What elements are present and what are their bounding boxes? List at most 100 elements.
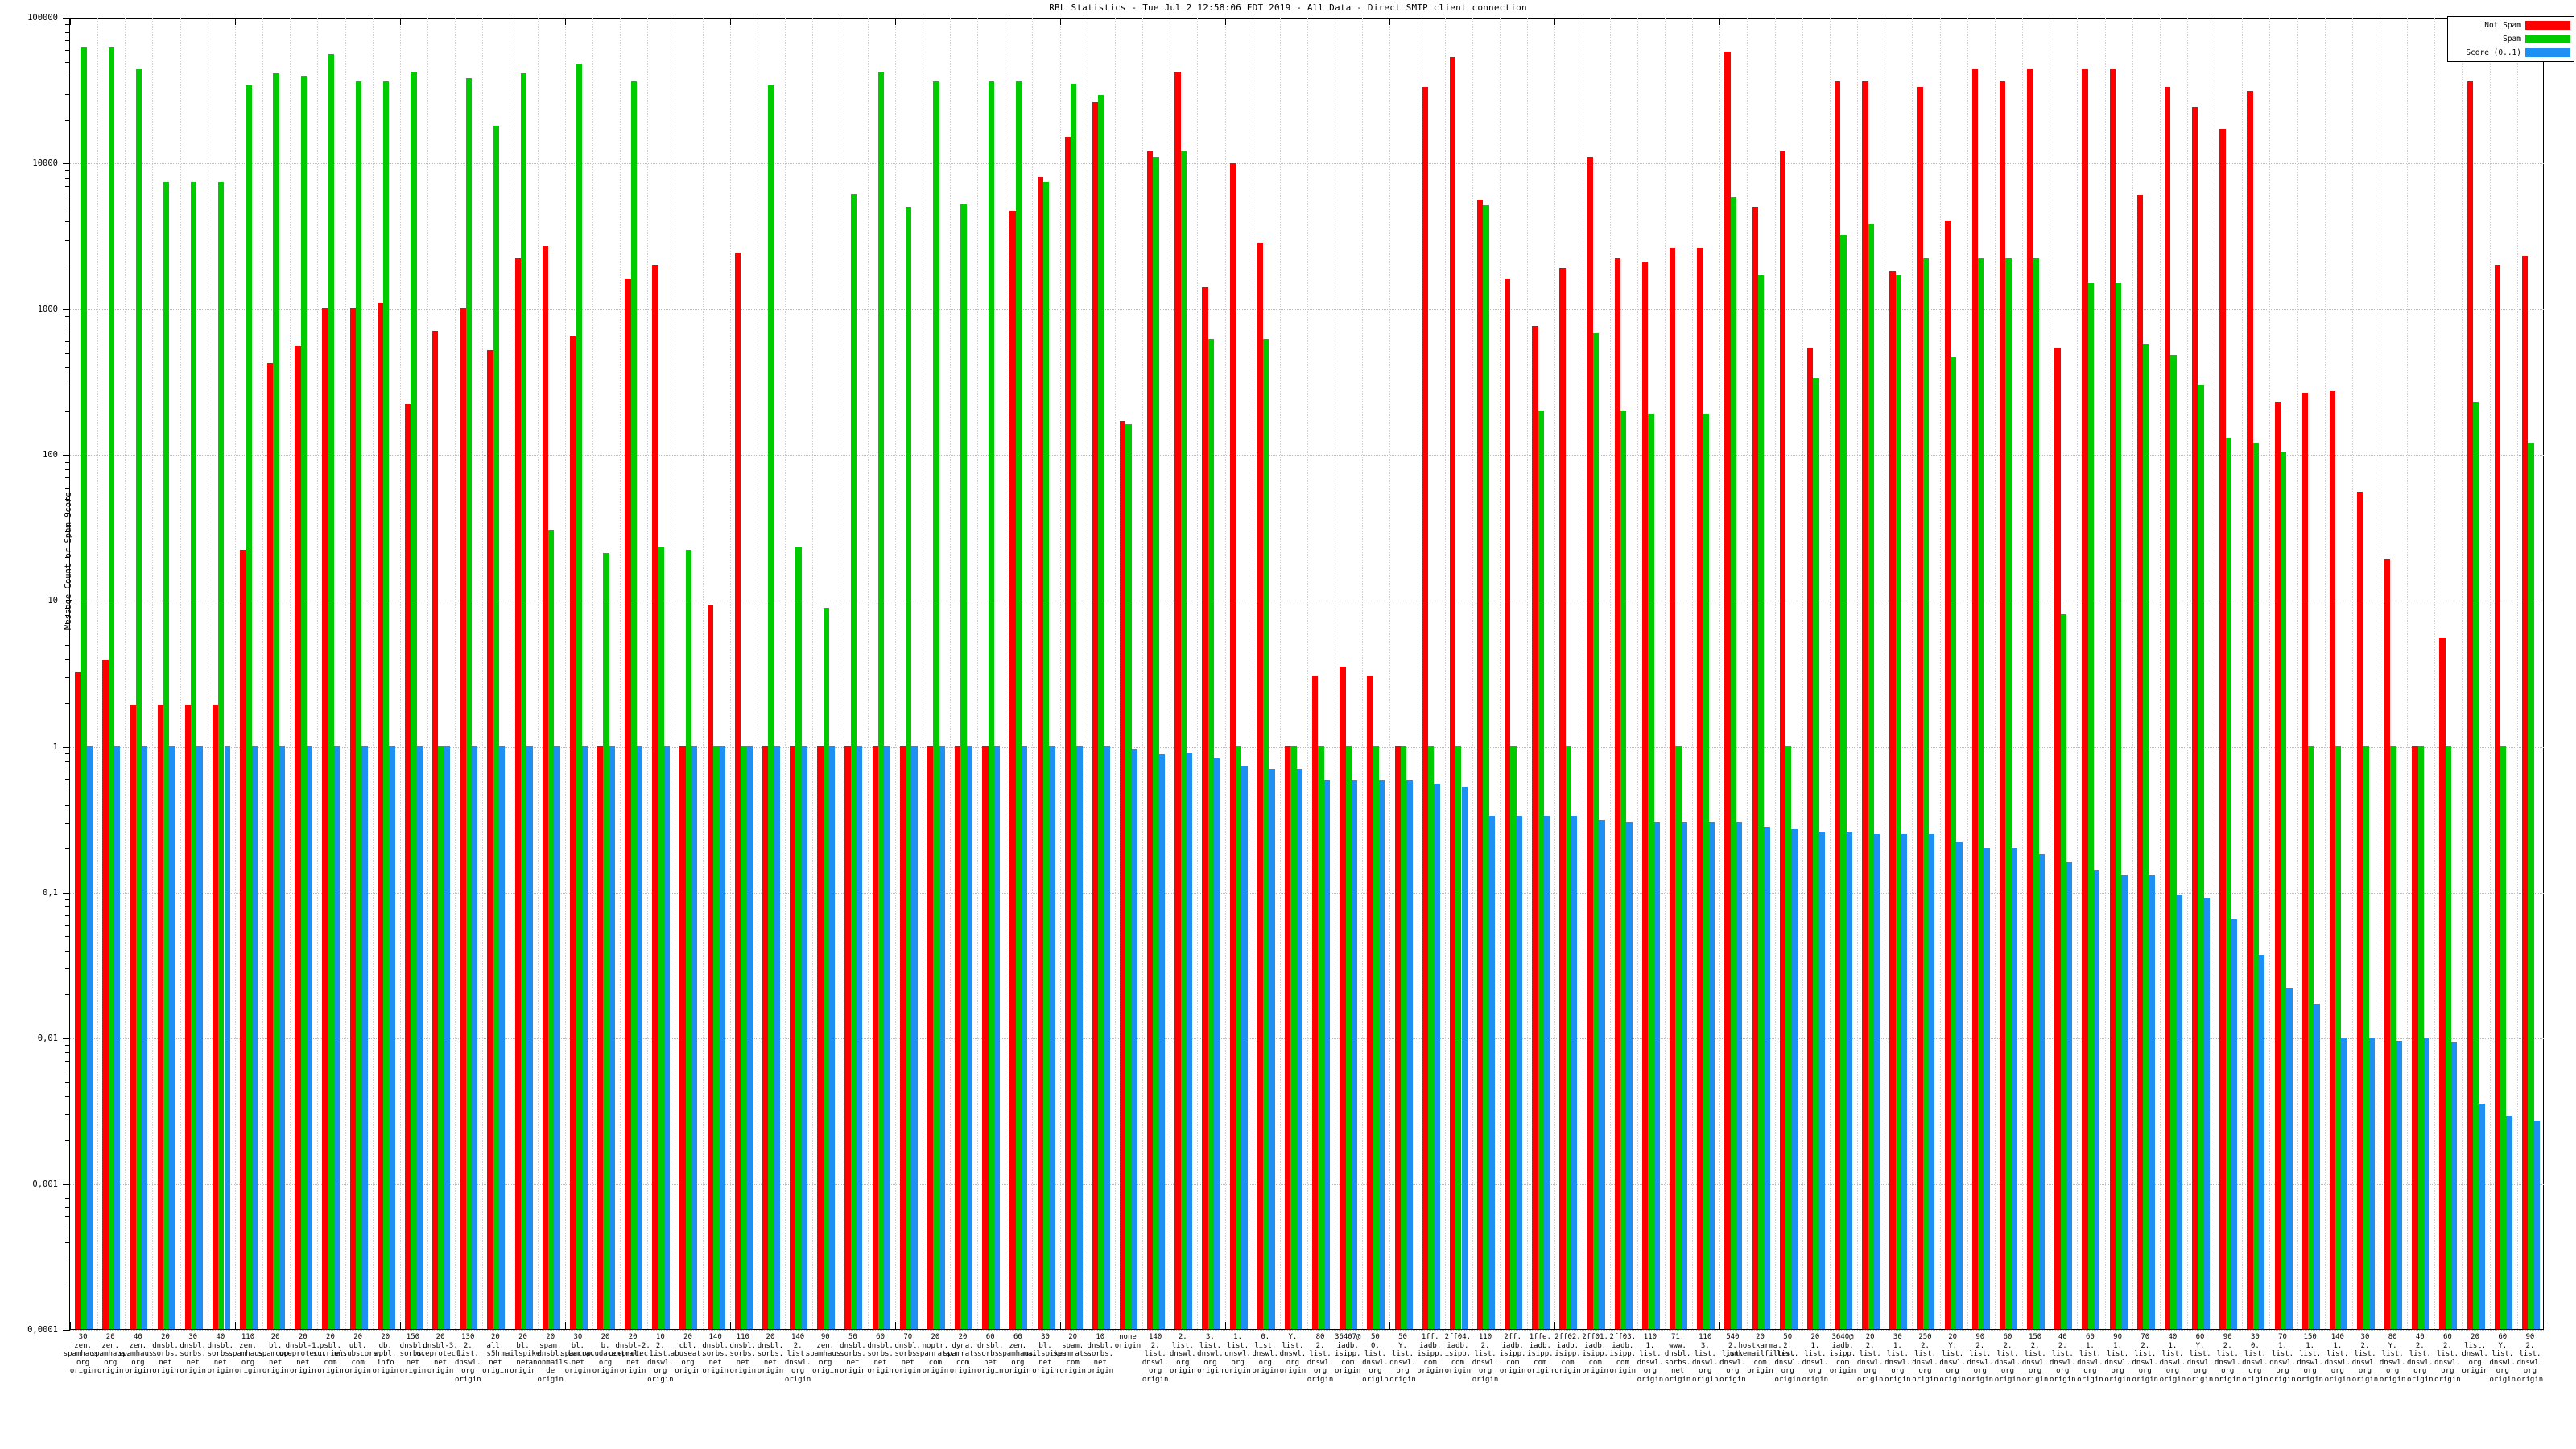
x-axis-tick-label: 20 bl. spamcop. net origin — [258, 1333, 293, 1375]
bar-not-spam — [2109, 68, 2116, 1329]
bar-group — [180, 18, 208, 1329]
bar-group — [1307, 18, 1335, 1329]
bar-not-spam — [2384, 559, 2391, 1329]
bar-score — [2314, 1004, 2320, 1329]
x-axis-tick-label: 110 zen. spamhaus. org origin — [228, 1333, 268, 1375]
bar-spam — [328, 53, 335, 1329]
bar-spam — [1648, 413, 1654, 1329]
bar-score — [939, 745, 945, 1329]
bar-spam — [1015, 81, 1022, 1329]
bar-not-spam — [597, 745, 604, 1329]
x-axis-tick-label: 20 dnsbl. sorbs. net origin — [152, 1333, 179, 1375]
x-axis-tick-label: 20 dnsbl-2. uceprotect. net origin — [609, 1333, 657, 1375]
x-axis-tick-label: 20 1. list. dnswl. org origin — [1802, 1333, 1829, 1384]
bar-group — [1389, 18, 1417, 1329]
x-axis-tick-label: 140 1. list. dnswl. org origin — [2324, 1333, 2351, 1384]
x-axis-tick-label: 140 2. list. dnswl. org origin — [1141, 1333, 1169, 1384]
bar-spam — [2307, 745, 2314, 1329]
plot-area: Message Count or Spam Score — [63, 18, 2545, 1331]
bar-spam — [1757, 275, 1765, 1329]
x-axis-tick-label: 40 1. list. dnswl. org origin — [2159, 1333, 2186, 1384]
x-axis-labels: 30 zen. spamhaus. org origin 20 zen. spamhaus. o… — [64, 1333, 2544, 1449]
x-axis-tick-label: 150 dnsbl. sorbs. net origin — [399, 1333, 427, 1375]
bar-score — [2259, 954, 2265, 1329]
bar-spam — [300, 76, 307, 1329]
bar-spam — [712, 745, 720, 1329]
x-axis-tick-label: 110 2. list. dnswl. org origin — [1472, 1333, 1499, 1384]
x-axis-tick-label: 2ff01. iadb. isipp. com origin — [1582, 1333, 1608, 1375]
bar-group — [703, 18, 730, 1329]
bar-not-spam — [2329, 391, 2336, 1329]
bar-not-spam — [1614, 258, 1621, 1329]
bar-not-spam — [1724, 51, 1731, 1329]
bar-group — [345, 18, 373, 1329]
x-axis-tick-label: 60 dnsbl. sorbs. net origin — [867, 1333, 894, 1375]
bar-score — [196, 745, 203, 1329]
bar-not-spam — [2439, 638, 2446, 1329]
bar-not-spam — [349, 308, 356, 1329]
bar-score — [554, 745, 560, 1329]
bar-not-spam — [2164, 87, 2171, 1329]
bar-spam — [465, 78, 472, 1329]
x-axis-tick-label: 110 3. list. dnswl. org origin — [1691, 1333, 1719, 1384]
bar-not-spam — [1999, 81, 2006, 1329]
bar-not-spam — [955, 745, 961, 1329]
bar-spam — [1565, 745, 1572, 1329]
bar-spam — [2528, 443, 2534, 1329]
bar-group — [1472, 18, 1500, 1329]
bar-score — [389, 745, 395, 1329]
y-axis-tick-label: 100 — [43, 450, 58, 460]
bar-group — [1940, 18, 1967, 1329]
bar-score — [1351, 780, 1358, 1329]
bar-not-spam — [1779, 151, 1786, 1329]
bar-score — [774, 745, 780, 1329]
bar-spam — [2087, 283, 2095, 1329]
bar-spam — [135, 68, 142, 1329]
bar-not-spam — [1559, 267, 1566, 1329]
x-axis-tick-label: 70 1. list. dnswl. org origin — [2269, 1333, 2296, 1384]
bar-not-spam — [75, 672, 81, 1329]
bar-not-spam — [872, 745, 878, 1329]
bar-not-spam — [184, 705, 191, 1329]
x-axis-tick-label: 3. list. dnswl. org origin — [1197, 1333, 1224, 1375]
bar-group — [840, 18, 867, 1329]
bar-score — [471, 745, 478, 1329]
bar-not-spam — [267, 363, 274, 1329]
bar-score — [114, 745, 121, 1329]
x-axis-tick-label: 1ffe. iadb. isipp. com origin — [1527, 1333, 1554, 1375]
y-axis-title: Message Count or Spam Score — [64, 492, 73, 630]
bar-spam — [1730, 196, 1737, 1329]
x-axis-tick-label: 1. list. dnswl. org origin — [1224, 1333, 1251, 1375]
legend-swatch-score — [2525, 47, 2570, 57]
bar-score — [2451, 1042, 2458, 1329]
y-axis-tick-label: 1000 — [37, 304, 58, 315]
bar-score — [1873, 833, 1880, 1329]
bar-score — [1736, 822, 1743, 1329]
bar-group — [455, 18, 482, 1329]
bar-score — [1049, 745, 1055, 1329]
bar-spam — [1868, 224, 1874, 1329]
bar-not-spam — [1340, 667, 1346, 1329]
bar-score — [911, 745, 918, 1329]
bar-group — [262, 18, 290, 1329]
bar-group — [2325, 18, 2352, 1329]
x-axis-tick-label: 71. www. dnsbl. sorbs. net origin — [1664, 1333, 1691, 1384]
bar-not-spam — [1202, 287, 1208, 1329]
bar-group — [592, 18, 620, 1329]
bar-not-spam — [1449, 56, 1456, 1329]
x-axis-tick-label: 40 2. list. dnswl. org origin — [2050, 1333, 2076, 1384]
bar-not-spam — [1835, 81, 1841, 1329]
bar-score — [2286, 987, 2293, 1329]
bar-not-spam — [2274, 401, 2281, 1329]
bar-group — [1060, 18, 1088, 1329]
bar-score — [1956, 841, 1963, 1329]
x-axis-tick-label: 30 0. list. dnswl. org origin — [2242, 1333, 2268, 1384]
x-axis-tick-label: 3640@ iadb. isipp. com origin — [1829, 1333, 1856, 1375]
bar-not-spam — [102, 659, 109, 1329]
bar-not-spam — [1147, 151, 1154, 1329]
bar-spam — [1813, 378, 1819, 1329]
bar-group — [2077, 18, 2104, 1329]
bar-score — [1571, 815, 1578, 1329]
bar-spam — [850, 194, 857, 1329]
bar-score — [334, 745, 341, 1329]
